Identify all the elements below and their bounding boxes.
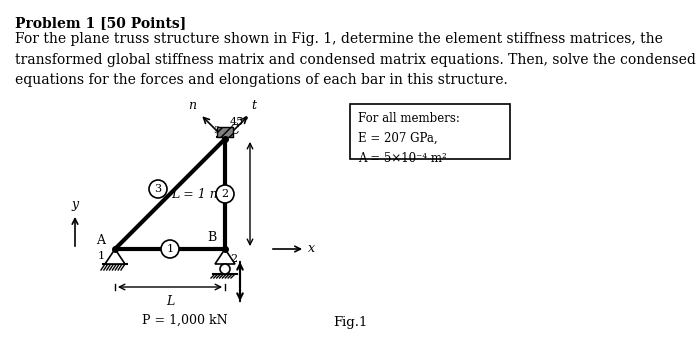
Text: 1: 1 [98,251,105,261]
Circle shape [216,185,234,203]
Text: L: L [166,295,174,308]
Text: C: C [229,124,239,137]
Text: n: n [188,99,196,112]
Text: Problem 1 [50 Points]: Problem 1 [50 Points] [15,16,186,30]
Text: x: x [308,242,315,256]
Text: A: A [96,234,105,247]
Text: 1: 1 [167,244,174,254]
Text: For the plane truss structure shown in Fig. 1, determine the element stiffness m: For the plane truss structure shown in F… [15,32,696,87]
Bar [350,104,510,159]
Text: 45°: 45° [230,117,250,127]
Circle shape [149,180,167,198]
Text: y: y [71,198,78,211]
Bar [217,127,233,137]
Text: For all members:
E = 207 GPa,
A = 5×10⁻⁴ m²: For all members: E = 207 GPa, A = 5×10⁻⁴… [358,112,460,165]
Text: P = 1,000 kN: P = 1,000 kN [142,314,228,327]
Text: Fig.1: Fig.1 [332,316,368,329]
Circle shape [220,264,230,274]
Text: 3: 3 [155,184,162,194]
Text: t: t [252,99,257,112]
Text: B: B [208,231,217,244]
Text: 2: 2 [221,189,229,199]
Text: L = 1 m: L = 1 m [172,188,222,200]
Polygon shape [215,249,235,264]
Text: 3: 3 [214,126,220,135]
Circle shape [161,240,179,258]
Polygon shape [105,249,125,264]
Text: 2: 2 [230,254,237,264]
